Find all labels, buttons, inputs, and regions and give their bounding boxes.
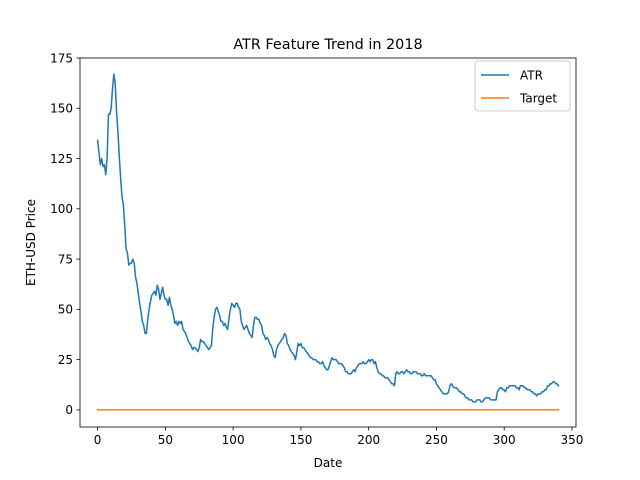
y-tick-label: 175 <box>50 51 73 65</box>
y-tick-label: 25 <box>58 353 73 367</box>
y-tick-label: 50 <box>58 303 73 317</box>
x-tick-label: 300 <box>493 433 516 447</box>
x-axis: 0 50 100 150 200 250 300 350 <box>94 427 583 447</box>
y-tick-label: 125 <box>50 152 73 166</box>
x-tick-label: 200 <box>357 433 380 447</box>
legend-label-atr: ATR <box>520 68 543 82</box>
x-tick-label: 250 <box>425 433 448 447</box>
axes-background <box>80 58 576 427</box>
legend: ATR Target <box>474 60 571 112</box>
legend-label-target: Target <box>519 91 557 105</box>
x-axis-label: Date <box>314 456 343 470</box>
x-tick-label: 350 <box>560 433 583 447</box>
y-axis: 0 25 50 75 100 125 150 175 <box>50 51 80 417</box>
x-tick-label: 50 <box>158 433 173 447</box>
axes-frame <box>79 57 577 428</box>
series-line-atr <box>96 73 560 403</box>
y-axis-label: ETH-USD Price <box>24 199 38 286</box>
chart-title: ATR Feature Trend in 2018 <box>233 37 422 53</box>
x-tick-label: 100 <box>222 433 245 447</box>
x-tick-label: 0 <box>94 433 102 447</box>
series-layer <box>96 73 560 411</box>
y-tick-label: 150 <box>50 102 73 116</box>
y-tick-label: 0 <box>65 403 73 417</box>
y-tick-label: 100 <box>50 202 73 216</box>
y-tick-label: 75 <box>58 252 73 266</box>
plot-area <box>79 57 577 428</box>
x-tick-label: 150 <box>289 433 312 447</box>
